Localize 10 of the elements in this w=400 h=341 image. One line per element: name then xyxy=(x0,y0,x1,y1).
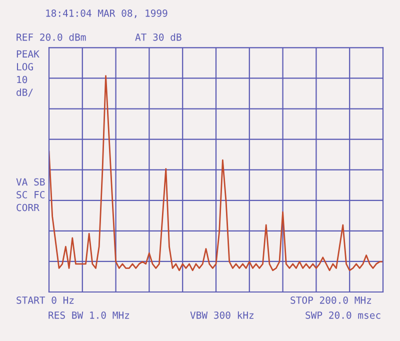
text: PEAK LOG 10 dB/ xyxy=(16,50,40,97)
text: REF 20.0 dBm xyxy=(16,33,86,41)
text: VA SB SC FC CORR xyxy=(16,178,45,212)
text: RES BW 1.0 MHz xyxy=(48,311,130,319)
text: VBW 300 kHz xyxy=(190,311,254,319)
text: AT 30 dB xyxy=(135,33,182,41)
text: STOP 200.0 MHz xyxy=(290,296,372,304)
text: START 0 Hz xyxy=(16,296,74,304)
chart-title: 18:41:04 MAR 08, 1999 xyxy=(46,9,168,18)
text: SWP 20.0 msec xyxy=(306,311,380,319)
